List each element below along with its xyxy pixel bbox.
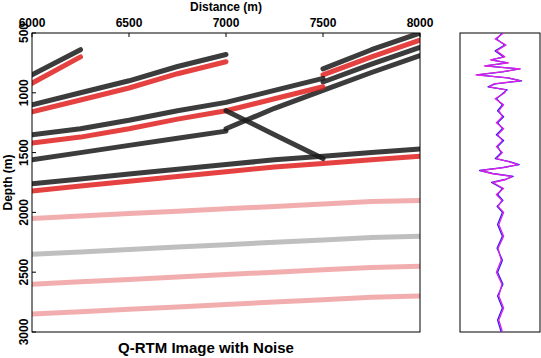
trace <box>477 33 521 332</box>
reflector <box>32 78 323 134</box>
reflector <box>32 57 81 83</box>
y-tick <box>32 33 36 34</box>
reflector <box>32 236 420 254</box>
traces <box>476 33 522 332</box>
reflector <box>226 56 420 129</box>
x-tick-label: 6500 <box>116 16 143 30</box>
reflector <box>32 131 226 160</box>
y-tick-label: 2500 <box>17 259 31 286</box>
trace <box>476 33 520 332</box>
y-tick-label: 500 <box>17 23 31 43</box>
trace-frame <box>460 33 540 332</box>
reflectors <box>32 33 420 314</box>
y-tick <box>32 272 36 273</box>
x-tick <box>323 33 324 37</box>
reflector <box>32 200 420 218</box>
x-tick <box>420 33 421 37</box>
reflector <box>32 296 420 314</box>
x-axis-title: Distance (m) <box>190 0 262 14</box>
x-tick <box>129 33 130 37</box>
y-tick-label: 1000 <box>17 79 31 106</box>
x-tick-label: 7500 <box>310 16 337 30</box>
reflector <box>323 40 420 75</box>
x-tick <box>32 33 33 37</box>
title: Q-RTM Image with Noise <box>118 339 294 356</box>
y-tick <box>32 92 36 93</box>
plot-bg <box>32 33 420 332</box>
reflector <box>32 62 226 112</box>
figure: 6000650070007500800050010001500200025003… <box>0 0 541 358</box>
reflector <box>226 111 323 159</box>
reflector <box>32 266 420 284</box>
y-tick <box>32 332 36 333</box>
y-tick-label: 1500 <box>17 139 31 166</box>
reflector <box>32 55 226 105</box>
y-tick-label: 3000 <box>17 318 31 345</box>
y-axis-title: Depth (m) <box>1 155 15 211</box>
y-tick <box>32 212 36 213</box>
reflector <box>32 156 420 191</box>
reflector <box>32 149 420 184</box>
y-tick-label: 2000 <box>17 199 31 226</box>
reflector <box>323 47 420 82</box>
x-tick <box>226 33 227 37</box>
plot-frame <box>32 33 420 332</box>
y-tick <box>32 152 36 153</box>
x-tick-label: 8000 <box>407 16 434 30</box>
x-tick-label: 7000 <box>213 16 240 30</box>
